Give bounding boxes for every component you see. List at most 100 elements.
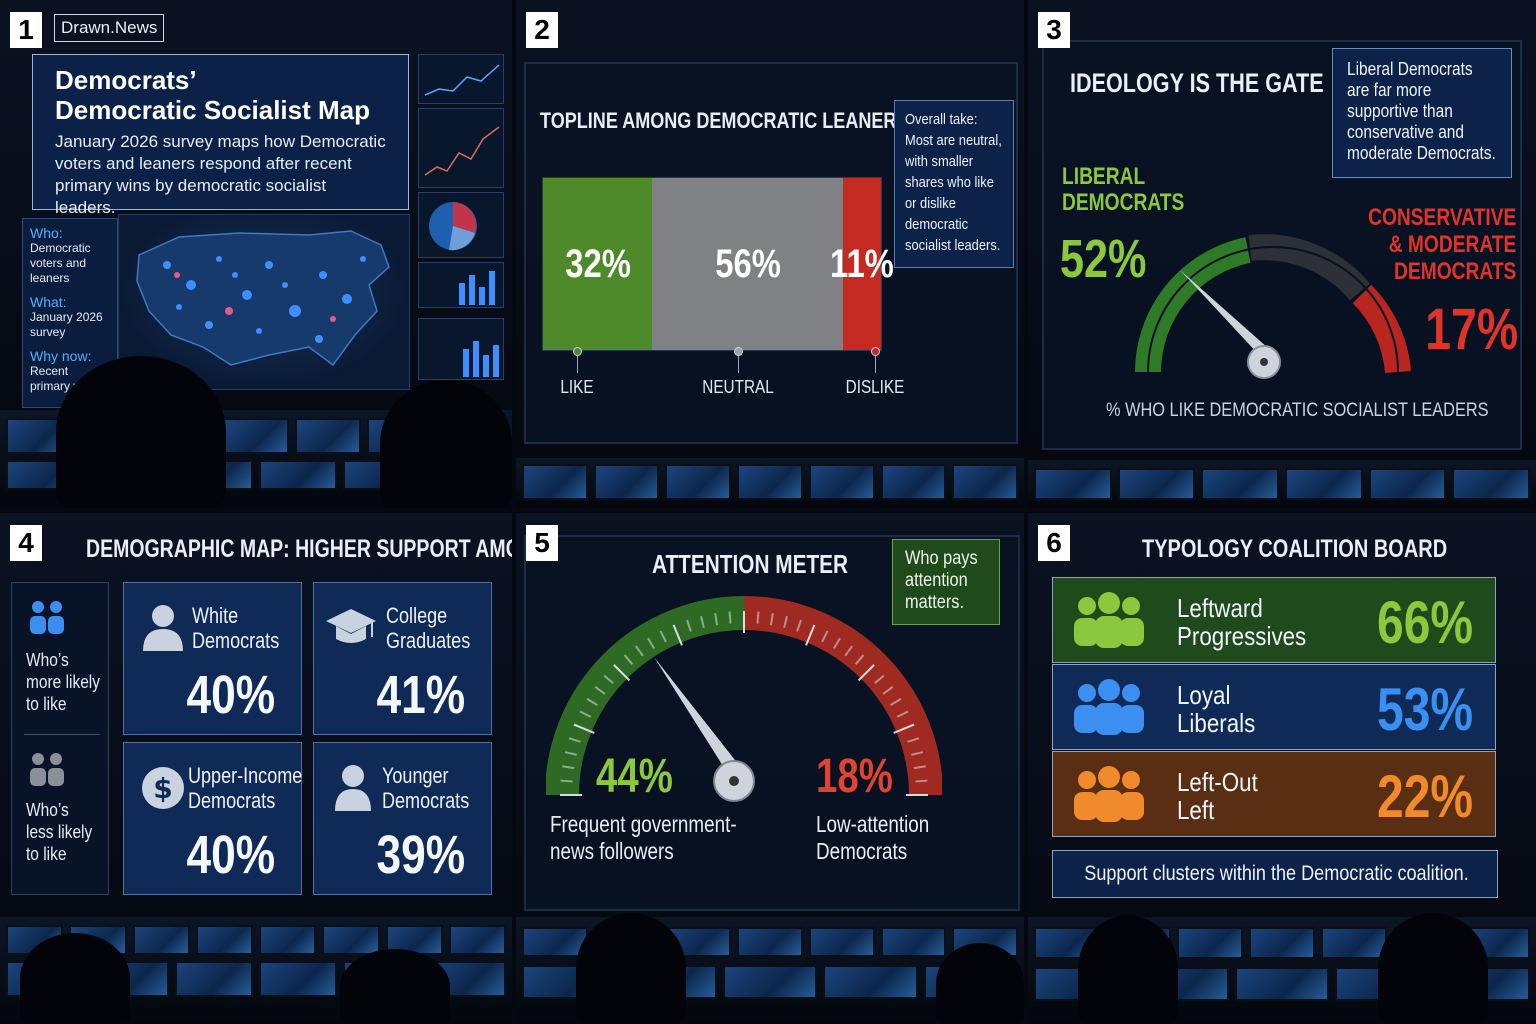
take-line: with smaller <box>905 153 974 170</box>
demo-card-white: White Democrats 40% <box>123 582 302 735</box>
mini-bars <box>418 262 504 308</box>
band-label-line: Left <box>1177 795 1215 825</box>
us-map-icon <box>136 230 390 367</box>
legend-line: more likely <box>26 672 100 692</box>
gauge-tick <box>854 654 865 665</box>
gauge-tick <box>882 686 894 695</box>
note-line: Liberal Democrats <box>1347 59 1473 79</box>
demo-card-college: College Graduates 41% <box>313 582 492 735</box>
gauge-tick <box>796 619 802 632</box>
card-value: 40% <box>186 825 275 885</box>
coalition-band-liberals: Loyal Liberals 53% <box>1052 664 1496 750</box>
panel-number: 4 <box>10 525 42 561</box>
group-icon <box>1074 679 1144 735</box>
panel-1: 1 Drawn.News Democrats’ Democratic Socia… <box>0 0 512 508</box>
take-line: shares who like <box>905 174 994 191</box>
liberal-label: LIBERAL DEMOCRATS <box>1062 164 1184 216</box>
segment-value: 32% <box>564 241 631 286</box>
note-line: are far more <box>1347 80 1432 100</box>
label-line: Low-attention <box>816 811 930 837</box>
gauge-needle <box>654 657 742 777</box>
note-line: attention <box>905 570 968 591</box>
gauge-tick <box>613 664 631 682</box>
legend-box: Who’s more likely to like Who’s less lik… <box>11 582 109 895</box>
gauge-tick <box>568 737 581 743</box>
card-value: 39% <box>376 825 465 885</box>
gauge-tick <box>874 674 885 685</box>
gauge-tick <box>603 674 614 685</box>
operator-silhouette <box>936 943 1024 1024</box>
segment-value: 11% <box>830 241 895 286</box>
gauge-tick <box>857 664 875 682</box>
ideology-gauge <box>1135 234 1411 379</box>
who-label: Who: <box>30 225 63 241</box>
conservative-label-line: CONSERVATIVE <box>1367 204 1516 231</box>
segment-tick <box>576 351 578 373</box>
conservative-label-line: & MODERATE <box>1388 231 1516 258</box>
liberal-value: 52% <box>1060 229 1147 289</box>
page-title-line2: Democratic Socialist Map <box>55 95 370 125</box>
legend-line: Who’s <box>26 800 69 820</box>
operator-silhouette <box>20 933 130 1024</box>
what-label: What: <box>30 294 67 310</box>
frequent-followers-label: Frequent government- news followers <box>550 811 737 865</box>
dollar-icon: $ <box>142 767 184 809</box>
frequent-followers-value: 44% <box>596 750 673 803</box>
panel-4: 4 DEMOGRAPHIC MAP: HIGHER SUPPORT AMONG … <box>0 513 512 1024</box>
svg-text:$: $ <box>153 772 172 805</box>
gauge-tick <box>805 624 816 646</box>
coalition-band-left: Left-Out Left 22% <box>1052 751 1496 837</box>
gauge-tick <box>714 613 719 626</box>
gauge-tick <box>562 765 575 770</box>
operator-silhouette <box>1378 913 1488 1024</box>
graduation-cap-icon <box>326 609 376 643</box>
segment-label: NEUTRAL <box>702 377 774 397</box>
label-line: Frequent government- <box>550 811 737 837</box>
control-console <box>1028 460 1536 508</box>
card-label: Upper-Income <box>188 763 303 788</box>
person-icon <box>335 765 371 811</box>
segment-dot <box>871 347 881 356</box>
card-value: 41% <box>376 665 465 725</box>
attention-gauge <box>546 596 942 802</box>
low-attention-label: Low-attention Democrats <box>816 811 929 865</box>
group-icon <box>30 601 64 634</box>
gauge-tick <box>647 637 655 649</box>
card-label: White <box>192 603 239 628</box>
low-attention-value: 18% <box>816 750 893 803</box>
more-likely-legend: Who’s more likely to like <box>26 649 100 715</box>
gauge-tick <box>911 751 924 756</box>
panel-number: 1 <box>10 12 42 48</box>
info-sidebar: Who: Democratic voters and leaners What:… <box>22 218 118 408</box>
band-value: 22% <box>1376 763 1473 830</box>
note-line: moderate Democrats. <box>1347 143 1496 163</box>
band-label-line: Left-Out <box>1177 767 1258 797</box>
group-icon <box>1074 766 1144 822</box>
stacked-bar: 32% 56% 11% <box>542 177 894 351</box>
chart-title: IDEOLOGY IS THE GATE <box>1070 68 1324 98</box>
segment-tick <box>738 351 740 373</box>
bar-segment-like: 32% <box>543 178 653 350</box>
page-subtitle: January 2026 survey maps how Democratic … <box>55 132 386 217</box>
card-label: Democrats <box>382 788 470 813</box>
band-label-line: Progressives <box>1177 621 1307 651</box>
conservative-label: CONSERVATIVE & MODERATE DEMOCRATS <box>1368 204 1516 285</box>
who-value: Democratic voters and leaners <box>30 241 91 285</box>
note-line: supportive than <box>1347 101 1453 121</box>
bar-segment-neutral: 56% <box>652 178 844 350</box>
card-label: Democrats <box>188 788 276 813</box>
less-likely-legend: Who’s less likely to like <box>26 799 92 865</box>
gauge-tick <box>623 654 634 665</box>
segment-label: DISLIKE <box>845 377 905 397</box>
panel-number: 3 <box>1038 12 1070 48</box>
why-label: Why now: <box>30 348 92 364</box>
take-line: Overall take: <box>905 111 978 128</box>
divider <box>24 734 100 735</box>
operator-silhouette <box>340 949 450 1024</box>
note-line: conservative and <box>1347 122 1465 142</box>
legend-line: less likely <box>26 822 93 842</box>
band-label: Loyal Liberals <box>1177 681 1255 737</box>
conservative-value: 17% <box>1425 297 1518 362</box>
card-label: Graduates <box>386 628 471 653</box>
take-line: Most are neutral, <box>905 132 1002 149</box>
